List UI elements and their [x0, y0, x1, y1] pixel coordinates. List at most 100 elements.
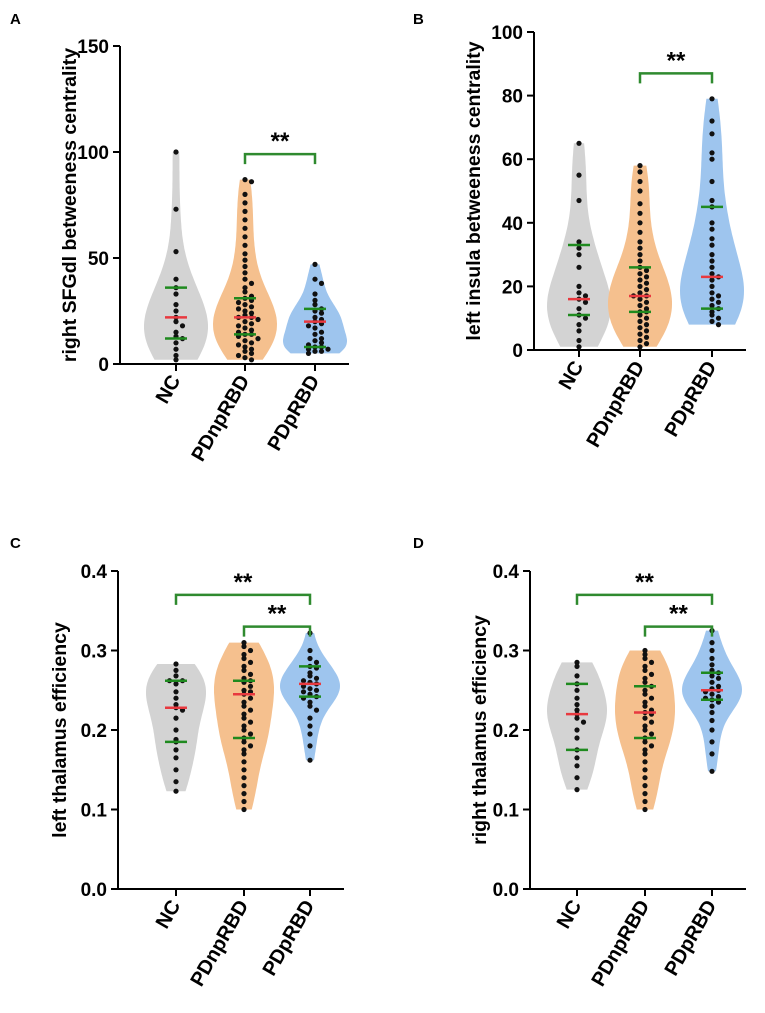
data-point — [643, 267, 650, 274]
data-point — [242, 177, 248, 183]
data-point — [637, 271, 643, 277]
data-point — [709, 640, 715, 646]
data-point — [576, 252, 582, 258]
data-point — [242, 319, 248, 325]
data-point — [173, 661, 179, 667]
data-point — [247, 659, 254, 666]
data-point — [241, 806, 247, 813]
data-point — [241, 767, 247, 773]
data-point — [247, 707, 254, 713]
data-point — [241, 775, 247, 781]
data-point — [173, 249, 179, 255]
data-point — [242, 200, 248, 206]
data-point — [248, 179, 255, 185]
data-point — [242, 355, 248, 361]
data-point — [173, 767, 179, 773]
violin-pdnprbd — [213, 179, 277, 360]
x-category-label: NC — [555, 358, 588, 394]
data-point — [643, 341, 650, 347]
data-point — [307, 723, 313, 729]
data-point — [242, 276, 248, 282]
data-point — [637, 331, 643, 337]
data-point — [709, 226, 715, 232]
data-point — [582, 315, 589, 321]
data-point — [318, 280, 325, 286]
data-point — [642, 739, 648, 745]
data-point — [637, 252, 643, 258]
data-point — [248, 321, 255, 327]
data-point — [576, 337, 582, 344]
x-category-label: PDnpRBD — [583, 358, 650, 452]
data-point — [715, 675, 722, 681]
data-point — [241, 711, 247, 717]
y-axis-label: left insula betweeness centrality — [463, 41, 485, 340]
data-point — [715, 694, 722, 700]
data-point — [709, 118, 715, 124]
data-point — [173, 788, 179, 794]
data-point — [242, 338, 248, 344]
data-point — [715, 315, 722, 321]
data-point — [173, 329, 179, 335]
data-point — [248, 327, 255, 333]
data-point — [173, 340, 179, 346]
data-point — [312, 331, 318, 337]
data-point — [235, 323, 242, 329]
data-point — [312, 276, 318, 282]
data-point — [709, 709, 715, 716]
y-tick-label: 40 — [502, 214, 523, 235]
data-point — [643, 322, 650, 328]
data-point — [709, 236, 715, 242]
data-point — [235, 299, 242, 306]
data-point — [642, 806, 648, 813]
data-point — [709, 290, 715, 296]
data-point — [235, 352, 242, 359]
data-point — [576, 197, 582, 204]
data-point — [637, 245, 643, 251]
data-point — [648, 731, 655, 737]
data-point — [642, 647, 648, 654]
y-tick-label: 150 — [77, 37, 109, 58]
data-point — [173, 308, 179, 314]
data-point — [709, 264, 715, 270]
data-point — [643, 280, 650, 286]
data-point — [574, 787, 580, 793]
data-point — [242, 302, 248, 308]
violin-pdprbd — [680, 98, 744, 325]
panel-letter: C — [10, 535, 21, 552]
y-tick-label: 0.4 — [81, 562, 108, 583]
data-point — [241, 687, 247, 693]
data-point — [241, 798, 247, 805]
x-category-label: PDnpRBD — [588, 897, 655, 991]
data-point — [247, 731, 254, 737]
y-tick-label: 0.4 — [493, 562, 520, 583]
data-point — [574, 663, 580, 670]
data-point — [576, 290, 582, 296]
violin-nc — [547, 662, 607, 790]
data-point — [307, 757, 313, 763]
data-point — [248, 357, 255, 363]
data-point — [248, 346, 255, 352]
data-point — [715, 293, 722, 299]
data-point — [307, 715, 313, 721]
data-point — [574, 659, 580, 666]
data-point — [643, 287, 650, 293]
data-point — [242, 251, 248, 257]
data-point — [242, 208, 248, 214]
data-point — [643, 334, 650, 340]
data-point — [642, 751, 648, 757]
data-point — [574, 775, 580, 781]
x-category-label: NC — [152, 897, 185, 933]
data-point — [709, 178, 715, 185]
data-point — [709, 312, 715, 318]
data-point — [637, 188, 643, 194]
data-point — [241, 667, 247, 674]
data-point — [318, 340, 325, 346]
data-point — [242, 234, 248, 240]
data-point — [242, 325, 248, 331]
data-point — [642, 667, 648, 674]
y-axis-label: left thalamus efficiency — [49, 622, 71, 838]
data-point — [642, 798, 648, 805]
data-point — [709, 296, 715, 302]
data-point — [247, 683, 254, 689]
